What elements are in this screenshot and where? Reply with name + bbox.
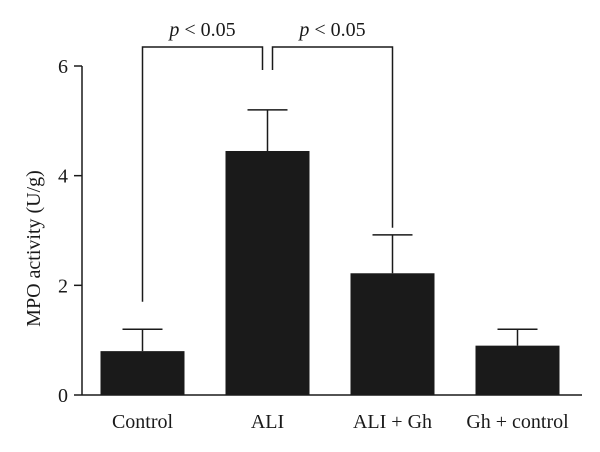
significance-label: p < 0.05 (167, 19, 235, 41)
y-tick-label: 2 (58, 275, 68, 297)
significance-threshold: < 0.05 (179, 19, 235, 41)
bar-ali (225, 150, 310, 395)
significance-threshold: < 0.05 (309, 19, 365, 41)
x-category-label: ALI (251, 411, 284, 433)
y-tick-label: 4 (58, 166, 68, 188)
bar-ali-gh (350, 273, 435, 395)
bar-gh-control (475, 345, 560, 395)
significance-annotations: p < 0.05 p < 0.05 (141, 19, 394, 302)
y-axis-ticks: 0 2 4 6 (58, 56, 82, 407)
x-axis-category-labels: Control ALI ALI + Gh Gh + control (112, 411, 569, 433)
error-bars (122, 109, 538, 352)
p-symbol: p (167, 19, 179, 41)
y-tick-label: 6 (58, 56, 68, 78)
x-category-label: Gh + control (466, 411, 569, 433)
bars (100, 150, 560, 395)
x-category-label: ALI + Gh (353, 411, 432, 433)
significance-bracket (271, 46, 394, 228)
significance-bracket (141, 46, 264, 302)
p-symbol: p (297, 19, 309, 41)
bar-control (100, 351, 185, 395)
x-category-label: Control (112, 411, 174, 433)
y-axis-title: MPO activity (U/g) (23, 170, 45, 327)
significance-label: p < 0.05 (297, 19, 365, 41)
y-tick-label: 0 (58, 385, 68, 407)
